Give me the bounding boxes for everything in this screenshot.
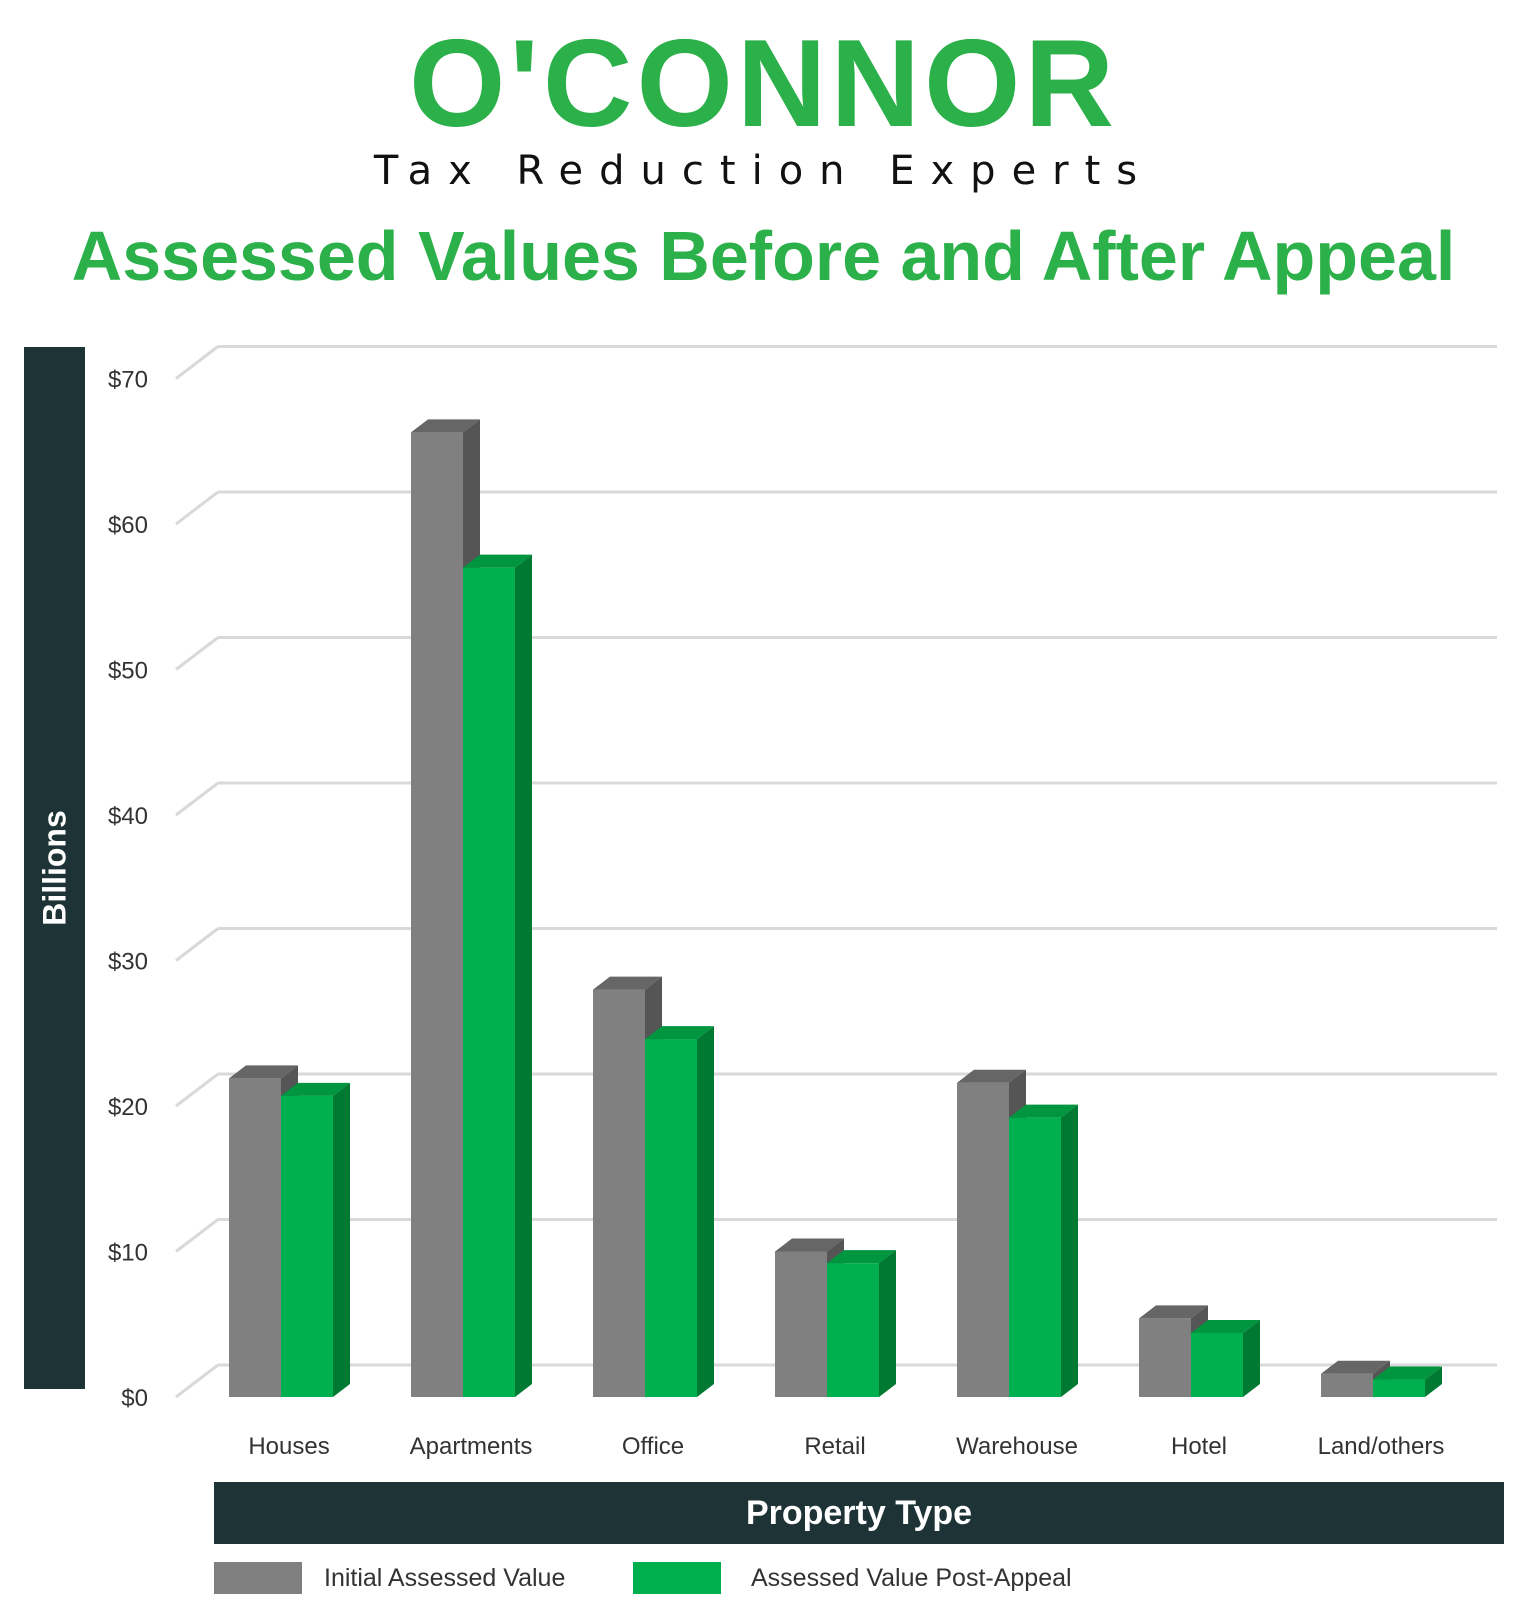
bar-top: [229, 1065, 298, 1079]
bar: [827, 1263, 879, 1397]
bar-top: [957, 1069, 1026, 1083]
brand-tagline: Tax Reduction Experts: [373, 148, 1154, 194]
x-tick-label: Apartments: [410, 1433, 533, 1460]
y-tick-label: $0: [121, 1385, 148, 1412]
bar-top: [1191, 1319, 1260, 1333]
bar-top: [775, 1238, 844, 1252]
x-tick-label: Houses: [248, 1433, 329, 1460]
bar-side: [697, 1026, 714, 1397]
bar-top: [1373, 1366, 1442, 1380]
bar: [1139, 1318, 1191, 1397]
y-tick-label: $40: [108, 803, 148, 830]
y-tick-label: $30: [108, 949, 148, 976]
x-tick-label: Land/others: [1318, 1433, 1445, 1460]
bar-top: [593, 976, 662, 990]
bar-side: [879, 1250, 896, 1397]
gridline-diagonal: [175, 490, 219, 526]
legend-item-initial: Initial Assessed Value: [214, 1562, 565, 1594]
bar: [463, 567, 515, 1397]
x-tick-label: Office: [622, 1433, 684, 1460]
bar-side: [333, 1082, 350, 1397]
bar: [775, 1251, 827, 1397]
bar: [593, 989, 645, 1397]
bar-top: [411, 419, 480, 433]
chart-title: Assessed Values Before and After Appeal: [71, 217, 1456, 295]
bar-top: [645, 1026, 714, 1040]
bar-top: [463, 554, 532, 568]
bar: [1191, 1332, 1243, 1397]
bar: [645, 1039, 697, 1397]
gridline-diagonal: [175, 636, 219, 671]
bar-side: [1425, 1366, 1442, 1397]
y-axis-label-bar: Billions: [24, 347, 85, 1389]
x-tick-label: Hotel: [1171, 1433, 1227, 1460]
bar: [229, 1078, 281, 1397]
gridline-diagonal: [175, 1072, 219, 1108]
bar-top: [1139, 1305, 1208, 1319]
bar: [1321, 1373, 1373, 1397]
y-tick-label: $50: [108, 658, 148, 685]
bar-top: [1321, 1360, 1390, 1374]
bar: [1373, 1379, 1425, 1397]
bar: [411, 432, 463, 1398]
x-tick-label: Retail: [804, 1433, 865, 1460]
legend-swatch-initial: [214, 1562, 302, 1594]
bar: [281, 1095, 333, 1397]
legend-label-initial: Initial Assessed Value: [324, 1563, 566, 1592]
y-tick-label: $60: [108, 512, 148, 539]
legend-item-post-appeal: Assessed Value Post-Appeal: [633, 1562, 1072, 1594]
gridline-diagonal: [175, 345, 219, 380]
y-tick-label: $10: [108, 1240, 148, 1267]
bar-top: [827, 1250, 896, 1264]
x-tick-label: Warehouse: [956, 1433, 1078, 1460]
brand-logo: O'CONNOR: [0, 22, 1527, 146]
y-tick-label: $20: [108, 1094, 148, 1121]
gridline-diagonal: [175, 1218, 219, 1253]
bar-top: [1009, 1104, 1078, 1118]
gridline-diagonal: [175, 1363, 219, 1399]
gridline-diagonal: [175, 781, 219, 817]
bar: [957, 1082, 1009, 1397]
legend-swatch-post-appeal: [633, 1562, 721, 1594]
bar-side: [1061, 1104, 1078, 1397]
bar-side: [515, 554, 532, 1397]
y-tick-label: $70: [108, 367, 148, 394]
gridline-diagonal: [175, 927, 219, 962]
bar-side: [1243, 1319, 1260, 1397]
bar: [1009, 1117, 1061, 1397]
x-axis-label: Property Type: [214, 1482, 1504, 1544]
bar-top: [281, 1082, 350, 1096]
legend-label-post-appeal: Assessed Value Post-Appeal: [751, 1563, 1072, 1592]
brand-name: O'CONNOR: [408, 15, 1119, 153]
